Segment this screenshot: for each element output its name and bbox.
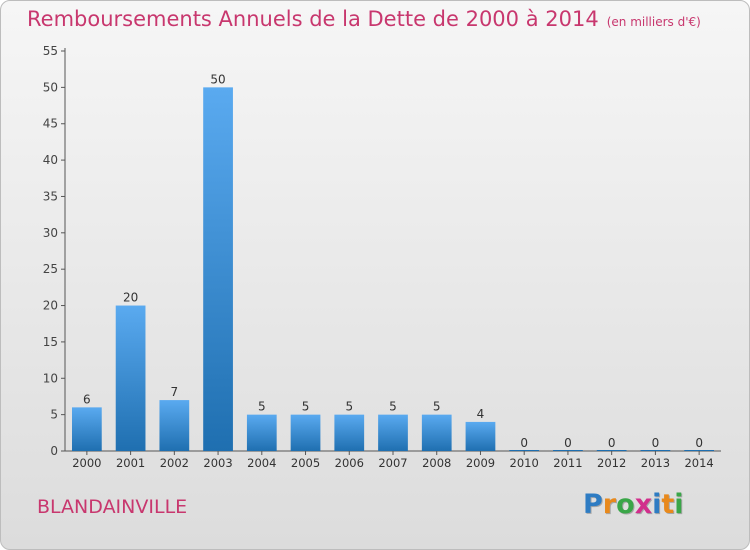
x-tick-label: 2005 xyxy=(291,456,320,470)
logo-letter: r xyxy=(602,489,617,520)
x-tick-label: 2003 xyxy=(203,456,232,470)
y-tick-label: 55 xyxy=(43,44,58,58)
data-label: 5 xyxy=(258,400,266,414)
bar xyxy=(71,407,102,451)
bar xyxy=(203,87,233,451)
y-tick-label: 45 xyxy=(43,117,58,131)
bar xyxy=(465,421,496,451)
data-label: 5 xyxy=(345,400,353,414)
data-label: 50 xyxy=(210,72,225,86)
logo-letter: i xyxy=(652,489,662,520)
bar xyxy=(159,400,190,451)
data-label: 0 xyxy=(564,436,572,450)
logo-letter: o xyxy=(616,489,635,520)
x-tick-label: 2011 xyxy=(553,456,582,470)
data-label: 0 xyxy=(695,436,703,450)
data-label: 0 xyxy=(608,436,616,450)
y-tick-label: 25 xyxy=(43,262,58,276)
data-label: 0 xyxy=(520,436,528,450)
chart-title: Remboursements Annuels de la Dette de 20… xyxy=(27,7,701,31)
x-tick-label: 2012 xyxy=(597,456,626,470)
x-tick-label: 2014 xyxy=(684,456,713,470)
chart-title-text: Remboursements Annuels de la Dette de 20… xyxy=(27,7,599,31)
data-label: 6 xyxy=(83,392,91,406)
chart-subtitle: (en milliers d'€) xyxy=(606,15,701,29)
y-tick-label: 20 xyxy=(43,299,58,313)
bar xyxy=(378,414,408,451)
x-tick-label: 2001 xyxy=(116,456,145,470)
y-tick-label: 0 xyxy=(50,444,58,458)
x-tick-label: 2008 xyxy=(422,456,451,470)
data-label: 7 xyxy=(171,385,179,399)
x-tick-label: 2009 xyxy=(466,456,495,470)
bar xyxy=(246,414,277,451)
bar xyxy=(334,414,365,451)
bar xyxy=(290,414,321,451)
y-tick-label: 40 xyxy=(43,153,58,167)
data-label: 20 xyxy=(123,291,138,305)
logo-letter: t xyxy=(661,489,675,520)
x-tick-label: 2002 xyxy=(160,456,189,470)
bar xyxy=(509,450,540,451)
bar xyxy=(421,414,452,451)
x-tick-label: 2006 xyxy=(335,456,364,470)
bar xyxy=(684,450,715,451)
logo-letter: P xyxy=(583,489,603,520)
data-label: 0 xyxy=(652,436,660,450)
x-tick-label: 2004 xyxy=(247,456,276,470)
bar xyxy=(553,450,583,451)
data-label: 4 xyxy=(477,407,485,421)
bar xyxy=(596,450,627,451)
data-label: 5 xyxy=(433,400,441,414)
city-name: BLANDAINVILLE xyxy=(37,496,188,518)
bar xyxy=(640,450,671,451)
logo-letter: i xyxy=(674,489,684,520)
logo-letter: x xyxy=(634,489,653,520)
y-tick-label: 10 xyxy=(43,371,58,385)
bar xyxy=(115,305,146,451)
data-label: 5 xyxy=(302,400,310,414)
y-tick-label: 50 xyxy=(43,80,58,94)
x-tick-label: 2000 xyxy=(72,456,101,470)
x-tick-label: 2007 xyxy=(378,456,407,470)
x-tick-label: 2013 xyxy=(641,456,670,470)
y-tick-label: 35 xyxy=(43,189,58,203)
y-tick-label: 5 xyxy=(50,408,58,422)
y-tick-label: 15 xyxy=(43,335,58,349)
data-label: 5 xyxy=(389,400,397,414)
y-tick-label: 30 xyxy=(43,226,58,240)
x-tick-label: 2010 xyxy=(510,456,539,470)
